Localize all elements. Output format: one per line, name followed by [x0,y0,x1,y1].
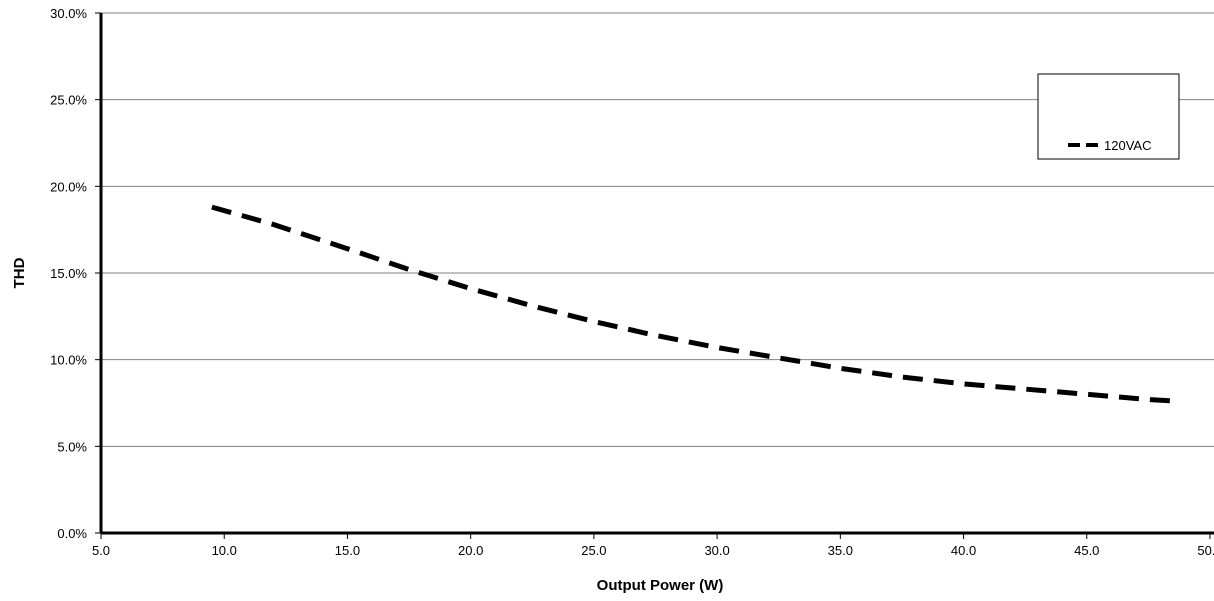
x-tick-label: 50.0 [1197,543,1214,558]
x-tick-label: 20.0 [458,543,483,558]
y-tick-label: 20.0% [50,179,87,194]
grid-lines [101,12,1214,447]
legend: 120VAC [1037,73,1180,160]
x-tick-label: 35.0 [828,543,853,558]
x-axis-title: Output Power (W) [597,577,724,594]
y-tick-label: 5.0% [57,439,87,454]
legend-box [1037,73,1180,160]
series-group [211,204,1181,404]
series-line-120vac [211,204,1181,404]
x-tick-label: 5.0 [92,543,110,558]
y-tick-label: 30.0% [50,6,87,21]
x-tick-labels: 5.0 10.0 15.0 20.0 25.0 30.0 35.0 40.0 45.0 50.0 [92,533,1214,558]
x-tick-label: 15.0 [335,543,360,558]
x-tick-label: 10.0 [212,543,237,558]
x-tick-label: 40.0 [951,543,976,558]
y-tick-label: 15.0% [50,266,87,281]
x-tick-label: 30.0 [704,543,729,558]
x-tick-label: 45.0 [1074,543,1099,558]
y-tick-label: 10.0% [50,353,87,368]
y-tick-label: 25.0% [50,93,87,108]
y-tick-label: 0.0% [57,526,87,541]
legend-label-120vac: 120VAC [1104,138,1151,153]
y-axis-title: THD [11,257,28,288]
y-tick-labels: 0.0% 5.0% 10.0% 15.0% 20.0% 25.0% 30.0% [50,6,101,541]
x-tick-label: 25.0 [581,543,606,558]
